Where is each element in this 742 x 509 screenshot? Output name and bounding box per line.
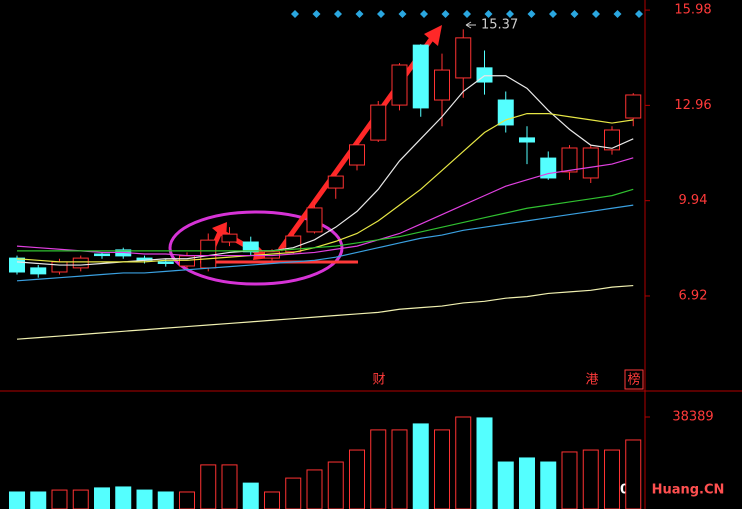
volume-bar [179,491,195,509]
volume-bar [242,482,259,509]
candle-body [625,94,642,119]
top-markers [291,10,643,18]
volume-bar [264,491,280,509]
volume-bar [51,489,68,509]
event-box [624,369,644,390]
volume-bar [497,461,514,509]
candle-body [157,261,174,264]
candle-body [72,257,89,269]
candle-body [497,99,514,126]
top-marker [441,10,450,18]
volume-bar [561,451,578,509]
volume-bar [412,423,429,509]
volume-bar [136,489,153,509]
volume-bar [455,416,472,509]
top-marker [377,10,385,18]
top-marker [463,10,471,18]
top-marker [312,10,321,18]
y-tick-label: 38389 [672,409,713,424]
volume-bar [476,417,493,509]
event-label: 港 [585,373,598,388]
volume-bar [9,491,25,509]
top-marker [291,10,299,18]
top-marker [398,10,407,18]
candle-body [370,104,387,141]
volume-bar [30,491,47,509]
volume-bar [327,461,344,509]
top-marker [355,10,364,18]
volume-bar [625,439,642,509]
volume-bar [94,487,110,509]
y-tick-label: 12.96 [674,98,711,113]
candle-body [561,147,578,173]
top-marker [635,10,643,18]
volume-bar [349,449,365,509]
candle-body [306,207,323,233]
event-label: 榜 [627,372,640,388]
volume-bar [582,449,599,509]
top-marker [570,10,579,18]
event-label: 财 [372,373,385,388]
annotation-arrow [465,21,476,29]
candle-body [519,137,535,143]
ma-line [16,112,634,263]
ma-line [16,157,634,257]
annotation: 15.37 [481,18,518,33]
top-marker [420,10,428,18]
candle-body [412,44,429,109]
volume-bar [200,464,217,509]
volume-bar [604,449,620,509]
candle-body [434,69,450,101]
volume-bar [157,491,174,509]
y-tick-label: 6.92 [679,288,708,303]
candle-body [349,144,365,166]
candle-body [327,175,344,189]
volume-bar [72,489,89,509]
volume-bar [540,461,557,509]
volume-bar [391,429,408,509]
top-marker [527,10,536,18]
volume-bar [221,464,238,509]
ma-line [17,188,634,252]
top-marker [592,10,600,18]
volume-bar [285,477,302,509]
top-marker [506,10,514,18]
top-marker [334,10,342,18]
candle-body [94,253,110,257]
volume-bar [115,486,132,509]
top-marker [484,10,493,18]
candle-body [582,147,599,179]
y-tick-label: 15.98 [674,3,711,18]
y-tick-label: 9.94 [679,193,708,208]
candle-body [30,267,47,275]
top-marker [549,10,557,18]
volume-bar [370,429,387,509]
volume-bar [434,429,450,509]
candle-body [51,261,68,273]
watermark: Huang.CN [652,483,725,498]
candle-body [9,257,25,273]
ma-line [16,204,634,282]
candle-body [200,239,217,269]
candle-body [391,64,408,106]
candle-body [604,129,620,151]
volume-bar [306,469,323,509]
candle-body [455,37,472,79]
candle-body [221,233,238,243]
volume-bar [519,457,535,509]
candle-body [242,241,259,253]
top-marker [613,10,622,18]
ma-line [16,284,634,340]
